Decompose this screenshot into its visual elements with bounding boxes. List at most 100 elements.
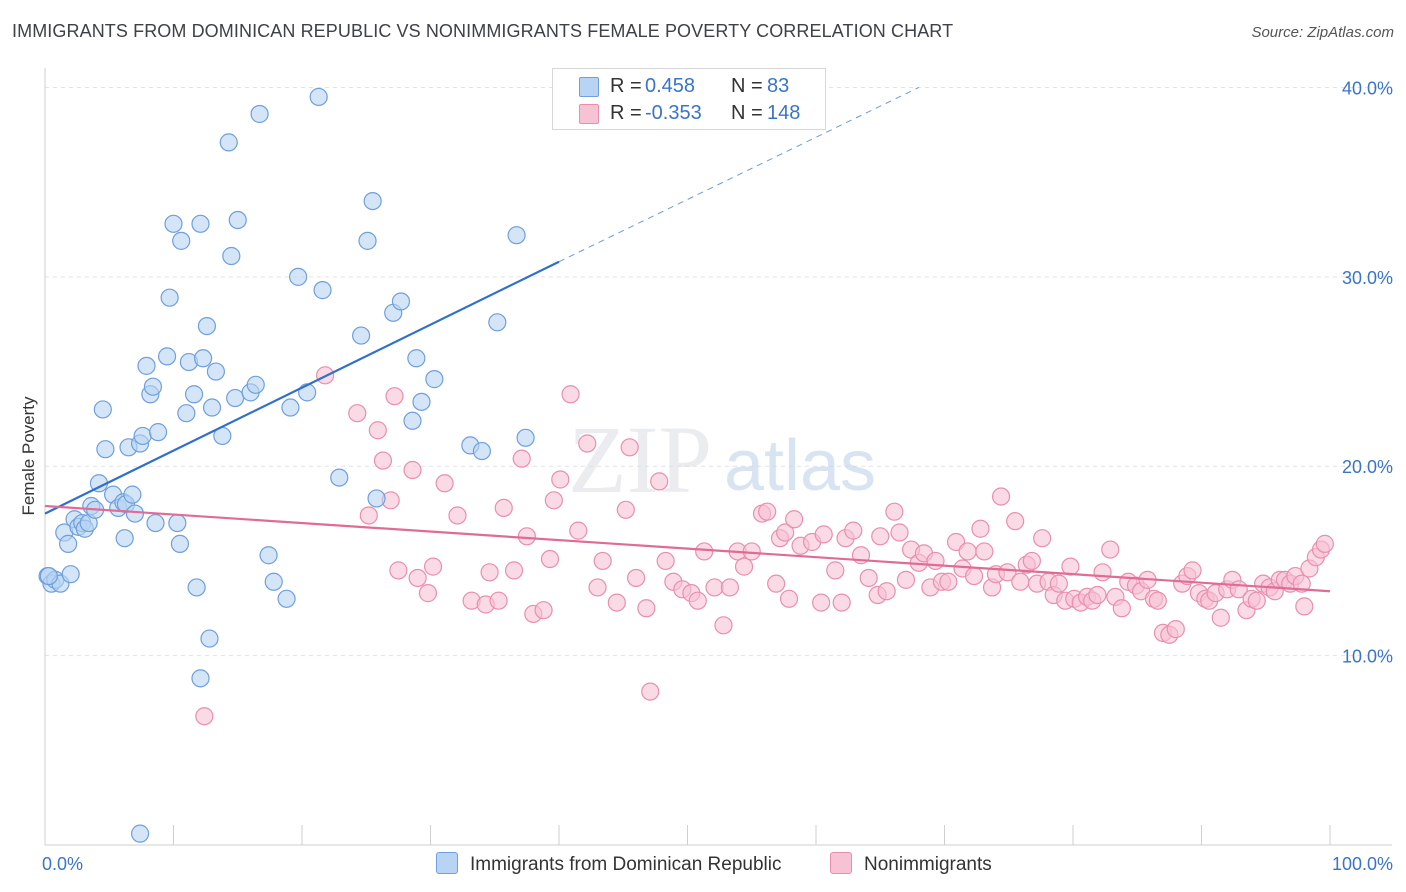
data-point xyxy=(859,568,878,588)
data-point xyxy=(1292,574,1311,593)
data-point xyxy=(1088,585,1107,605)
source-label: Source: ZipAtlas.com xyxy=(1251,24,1394,41)
data-point xyxy=(779,589,799,608)
data-point xyxy=(191,669,210,688)
data-point xyxy=(480,563,499,582)
data-point xyxy=(157,347,177,366)
data-point xyxy=(352,326,371,345)
n-value: 83 xyxy=(767,75,790,97)
data-point xyxy=(832,593,851,612)
data-point xyxy=(385,387,404,406)
data-point xyxy=(1315,534,1334,553)
data-point xyxy=(222,246,241,266)
data-point xyxy=(191,214,210,233)
data-point xyxy=(177,404,196,423)
data-point xyxy=(734,557,754,576)
data-point xyxy=(408,568,427,588)
data-point xyxy=(125,504,145,523)
data-point xyxy=(39,566,58,586)
data-point xyxy=(200,629,219,648)
series-immigrants xyxy=(38,87,535,843)
data-point xyxy=(551,470,570,489)
trend-line-nonimmigrants xyxy=(44,504,1331,593)
data-point xyxy=(59,534,78,553)
y-tick-label: 40.0% xyxy=(1342,78,1393,98)
correlation-legend: R = 0.458 N = 83 R = -0.353 N = 148 xyxy=(552,68,826,130)
data-point xyxy=(137,356,156,375)
data-point xyxy=(1011,572,1030,591)
data-point xyxy=(363,191,382,211)
data-point xyxy=(133,426,152,446)
data-point xyxy=(1093,563,1112,582)
data-point xyxy=(195,707,214,726)
data-point xyxy=(168,513,187,533)
blue-swatch-icon xyxy=(436,852,458,874)
data-point xyxy=(758,502,777,521)
data-point xyxy=(403,411,422,430)
data-point xyxy=(246,375,265,394)
data-point xyxy=(620,438,639,457)
legend-item-nonimmigrants[interactable]: Nonimmigrants xyxy=(830,852,992,876)
data-point xyxy=(359,506,378,525)
data-point xyxy=(146,513,165,533)
data-point xyxy=(688,591,707,610)
data-point xyxy=(1006,512,1025,531)
legend-row-nonimmigrants: R = -0.353 N = 148 xyxy=(553,100,825,126)
data-point xyxy=(714,616,733,635)
data-point xyxy=(96,440,115,459)
data-point xyxy=(616,500,635,519)
gridlines xyxy=(45,86,1390,657)
watermark-atlas: atlas xyxy=(724,426,876,506)
data-point xyxy=(593,551,612,571)
data-point xyxy=(313,281,332,300)
data-point xyxy=(193,349,213,368)
data-point xyxy=(1295,597,1314,616)
legend-label: Nonimmigrants xyxy=(864,854,992,875)
data-point xyxy=(206,362,226,381)
data-point xyxy=(115,529,134,548)
data-point xyxy=(219,133,238,152)
data-point xyxy=(544,491,563,510)
data-point xyxy=(705,578,724,597)
series-legend: Immigrants from Dominican Republic Nonim… xyxy=(0,852,1406,878)
data-point xyxy=(488,313,507,332)
r-label: R = xyxy=(610,75,642,97)
data-point xyxy=(423,557,443,576)
data-point xyxy=(368,421,387,440)
data-point xyxy=(814,525,833,544)
data-point xyxy=(578,434,597,453)
data-point xyxy=(130,824,150,843)
y-tick-label: 10.0% xyxy=(1342,647,1393,667)
data-point xyxy=(516,428,535,447)
data-point xyxy=(197,316,217,336)
data-point xyxy=(1166,620,1185,639)
data-point xyxy=(143,377,163,396)
data-point xyxy=(826,561,845,580)
data-point xyxy=(1049,574,1068,593)
data-point xyxy=(123,485,142,504)
data-point xyxy=(448,506,467,525)
trend-line-immigrants xyxy=(44,260,560,515)
data-point xyxy=(160,288,179,307)
data-point xyxy=(540,549,560,569)
data-point xyxy=(896,570,916,589)
data-point xyxy=(695,542,714,561)
data-point xyxy=(877,582,896,601)
y-tick-label: 30.0% xyxy=(1342,268,1393,288)
data-point xyxy=(93,400,112,419)
data-point xyxy=(391,292,411,311)
y-tick-label: 20.0% xyxy=(1342,457,1393,477)
data-point xyxy=(975,542,994,561)
data-point xyxy=(998,563,1017,582)
data-point xyxy=(373,451,393,470)
data-point xyxy=(720,578,740,597)
data-point xyxy=(412,392,431,411)
data-point xyxy=(1033,529,1052,548)
data-point xyxy=(637,599,656,618)
data-point xyxy=(164,214,183,233)
data-point xyxy=(407,349,426,368)
data-point xyxy=(418,584,438,603)
legend-item-immigrants[interactable]: Immigrants from Dominican Republic xyxy=(436,852,782,876)
data-point xyxy=(1148,591,1167,610)
data-point xyxy=(890,523,909,542)
